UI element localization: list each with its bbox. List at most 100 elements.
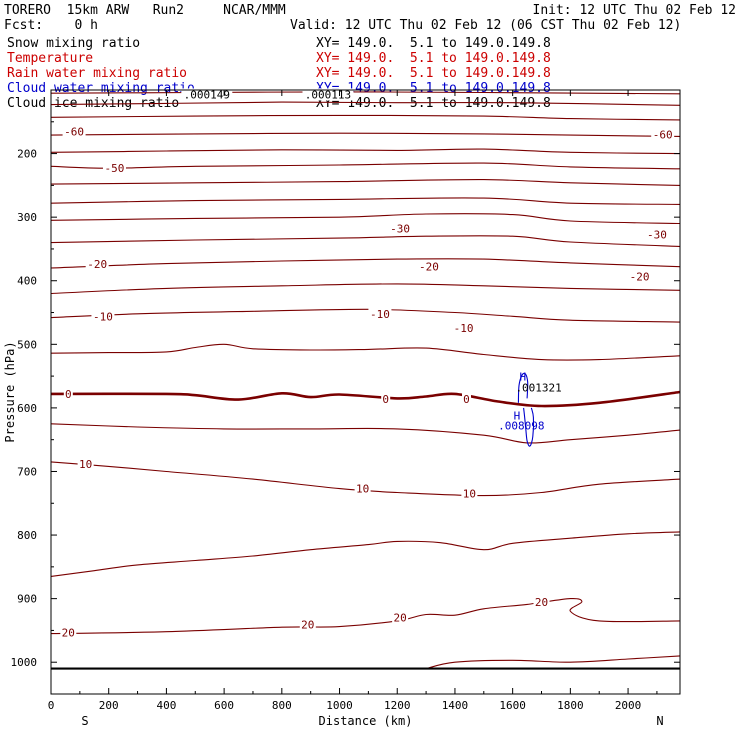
x-tick-label: 2000 — [615, 699, 642, 712]
x-axis-label: Distance (km) — [319, 714, 413, 728]
x-tick-label: 600 — [214, 699, 234, 712]
cloud-water-contour-upper-lobe — [517, 372, 529, 403]
y-tick-label: 500 — [17, 338, 37, 351]
x-end-label-left: S — [81, 714, 88, 728]
temperature-label: 20 — [535, 596, 548, 609]
x-end-label-right: N — [656, 714, 663, 728]
valid-time: Valid: 12 UTC Thu 02 Feb 12 (06 CST Thu … — [290, 18, 682, 33]
isotherm-t25 — [425, 655, 681, 670]
temperature-label-bg — [91, 310, 115, 323]
init-time: Init: 12 UTC Thu 02 Feb 12 — [532, 3, 737, 18]
temperature-label-bg — [388, 222, 412, 235]
temperature-label-bg — [381, 392, 391, 405]
temperature-label-bg — [299, 618, 316, 631]
isotherm-t20 — [50, 597, 681, 635]
y-tick-label: 700 — [17, 465, 37, 478]
cloud-water-label: .001321 — [515, 382, 561, 395]
isotherm-t5 — [50, 423, 681, 444]
y-tick-label: 900 — [17, 593, 37, 606]
temperature-label: -30 — [647, 228, 667, 241]
legend-cloud-ice: Cloud ice mixing ratio — [7, 96, 180, 111]
temperature-label-bg — [645, 228, 669, 241]
temperature-label-bg — [392, 611, 409, 624]
temperature-label: -60 — [64, 125, 84, 138]
x-tick-label: 400 — [156, 699, 176, 712]
x-tick-label: 800 — [272, 699, 292, 712]
legend-rain-xy: XY= 149.0. 5.1 to 149.0.149.8 — [316, 66, 551, 81]
legend-temperature-xy: XY= 149.0. 5.1 to 149.0.149.8 — [316, 51, 551, 66]
y-tick-label: 1000 — [11, 656, 38, 669]
isotherm-t-35 — [50, 197, 681, 205]
temperature-label-bg — [102, 162, 126, 175]
temperature-label: 10 — [356, 483, 369, 496]
legend-rain: Rain water mixing ratio — [7, 66, 188, 81]
y-tick-label: 800 — [17, 529, 37, 542]
temperature-label: 20 — [301, 619, 314, 632]
temperature-label: 20 — [62, 626, 75, 639]
temperature-label: -30 — [390, 223, 410, 236]
isotherm-t-30 — [50, 213, 681, 225]
cloud-water-contour-lower-lobe — [523, 407, 535, 447]
temperature-label: -20 — [419, 261, 439, 274]
temperature-label-bg — [417, 260, 441, 273]
temperature-label: -50 — [105, 162, 125, 175]
y-axis-label: Pressure (hPa) — [3, 341, 17, 442]
temperature-label-bg — [461, 487, 478, 500]
isotherm-t-45 — [50, 162, 681, 170]
temperature-label-bg — [354, 482, 371, 495]
x-tick-label: 200 — [99, 699, 119, 712]
temperature-label-bg — [651, 128, 675, 141]
temperature-label: -20 — [87, 258, 107, 271]
isotherm-t-55 — [50, 132, 681, 137]
y-tick-label: 400 — [17, 275, 37, 288]
temperature-label: 10 — [79, 458, 92, 471]
temperature-label-bg — [533, 595, 550, 608]
isotherm-t-65 — [50, 101, 681, 106]
x-tick-label: 1200 — [384, 699, 411, 712]
x-tick-label: 1600 — [499, 699, 526, 712]
legend-snow: Snow mixing ratio — [7, 36, 141, 51]
isotherm-t-25 — [50, 235, 681, 247]
legend-snow-xy: XY= 149.0. 5.1 to 149.0.149.8 — [316, 36, 551, 51]
isotherm-t-50 — [50, 148, 681, 155]
temperature-label: -10 — [93, 310, 113, 323]
forecast-hour: Fcst: 0 h — [4, 18, 98, 33]
temperature-label-bg — [77, 457, 94, 470]
y-tick-label: 600 — [17, 402, 37, 415]
temperature-label-bg — [628, 270, 652, 283]
temperature-label-bg — [452, 321, 476, 334]
temperature-label-bg — [62, 125, 86, 138]
cloud-ice-label-bg — [302, 88, 354, 101]
cloud-ice-label-bg — [181, 88, 233, 101]
cloud-water-label: .008098 — [498, 420, 544, 433]
isotherm-t-5 — [50, 343, 681, 361]
isotherm-t-40 — [50, 179, 681, 186]
temperature-label: 0 — [382, 393, 389, 406]
isotherm-t0 — [50, 390, 681, 408]
isotherm-t-10 — [50, 308, 681, 323]
x-tick-label: 1000 — [326, 699, 353, 712]
temperature-label: 0 — [65, 388, 72, 401]
temperature-label: -10 — [454, 322, 474, 335]
temperature-label: 10 — [463, 488, 476, 501]
isotherm-t-20 — [50, 258, 681, 269]
temperature-label-bg — [60, 626, 77, 639]
temperature-label-bg — [85, 258, 109, 271]
temperature-label-bg — [63, 387, 73, 400]
isotherm-t15 — [50, 531, 681, 577]
isotherm-t-60 — [50, 114, 681, 121]
isotherm-t-15 — [50, 283, 681, 295]
y-tick-label: 200 — [17, 148, 37, 161]
isotherm-t-70 — [50, 91, 681, 95]
legend-temperature: Temperature — [7, 51, 94, 66]
cloud-water-label: H — [519, 371, 526, 384]
y-tick-label: 300 — [17, 211, 37, 224]
x-tick-label: 0 — [48, 699, 55, 712]
cloud-water-label: H — [514, 410, 521, 423]
cloud-ice-label: .000149 — [184, 88, 230, 101]
temperature-label-bg — [368, 307, 392, 320]
x-tick-label: 1800 — [557, 699, 584, 712]
plot-frame — [50, 89, 681, 695]
temperature-label: -10 — [370, 308, 390, 321]
